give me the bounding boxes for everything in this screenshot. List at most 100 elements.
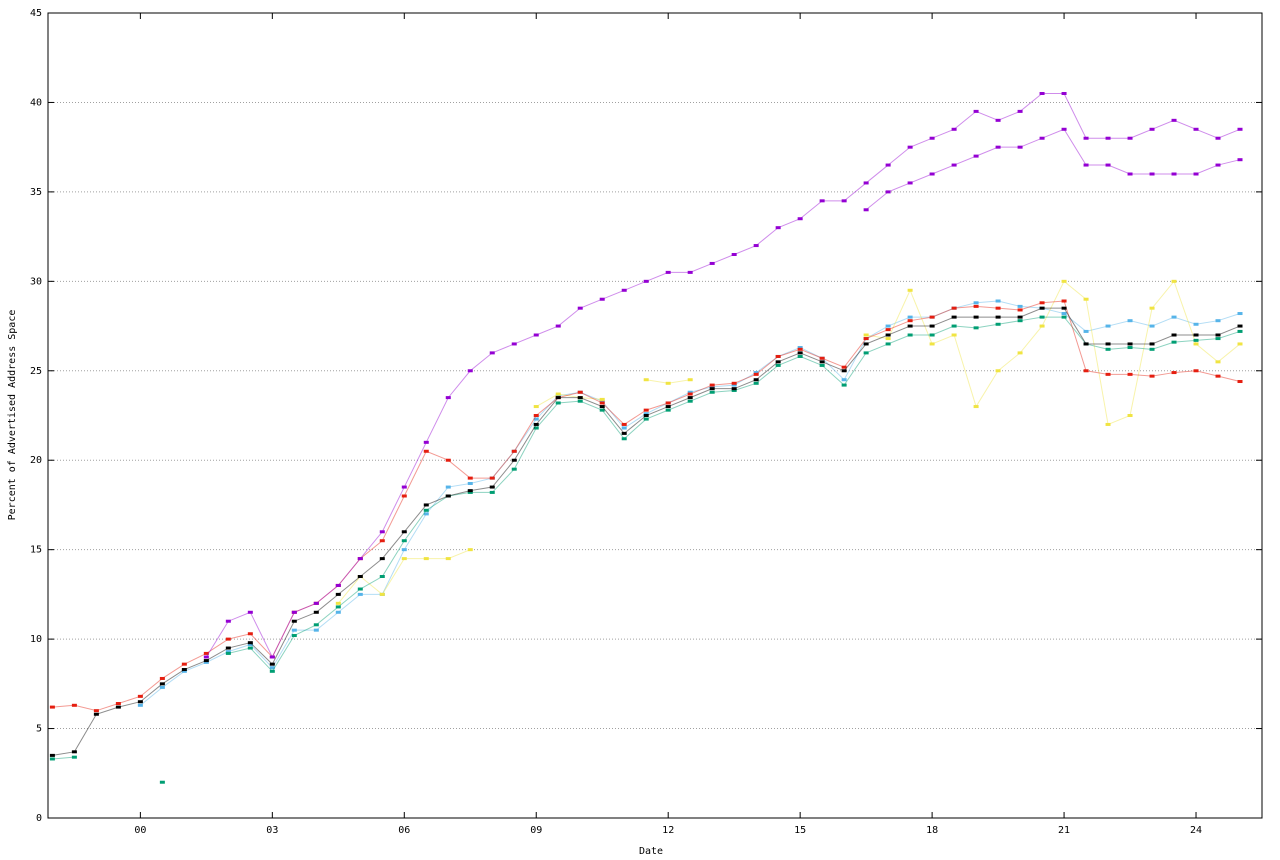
data-point bbox=[1193, 338, 1199, 342]
data-point bbox=[467, 548, 473, 552]
data-point bbox=[181, 669, 187, 673]
data-point bbox=[709, 385, 715, 389]
data-point bbox=[379, 592, 385, 596]
data-point bbox=[291, 619, 297, 623]
data-point bbox=[1237, 324, 1243, 328]
y-tick-label: 10 bbox=[30, 634, 42, 645]
data-point bbox=[841, 369, 847, 373]
data-point bbox=[995, 322, 1001, 326]
data-point bbox=[643, 412, 649, 416]
data-point bbox=[1061, 127, 1067, 131]
data-point bbox=[1149, 342, 1155, 346]
data-point bbox=[357, 592, 363, 596]
data-point bbox=[599, 397, 605, 401]
data-point bbox=[533, 417, 539, 421]
data-point bbox=[1237, 380, 1243, 384]
data-point bbox=[247, 632, 253, 636]
data-point bbox=[291, 628, 297, 632]
data-point bbox=[555, 401, 561, 405]
data-point bbox=[555, 392, 561, 396]
data-point bbox=[467, 490, 473, 494]
data-point bbox=[1171, 118, 1177, 122]
data-point bbox=[841, 383, 847, 387]
data-point bbox=[643, 408, 649, 412]
data-point bbox=[93, 712, 99, 716]
data-point bbox=[577, 396, 583, 400]
data-point bbox=[885, 342, 891, 346]
y-tick-label: 15 bbox=[30, 545, 42, 556]
data-point bbox=[1193, 333, 1199, 337]
data-point bbox=[1127, 414, 1133, 417]
data-point bbox=[775, 363, 781, 367]
data-point bbox=[863, 351, 869, 355]
data-point bbox=[335, 605, 341, 609]
data-point bbox=[797, 351, 803, 355]
data-point bbox=[709, 261, 715, 265]
data-point bbox=[313, 601, 319, 605]
data-point bbox=[379, 530, 385, 534]
data-point bbox=[313, 623, 319, 627]
data-point bbox=[907, 145, 913, 149]
data-point bbox=[445, 494, 451, 498]
data-point bbox=[951, 127, 957, 131]
data-point bbox=[819, 356, 825, 360]
data-point bbox=[1237, 342, 1243, 346]
data-point bbox=[1237, 329, 1243, 333]
data-point bbox=[225, 619, 231, 623]
data-point bbox=[951, 333, 957, 337]
data-point bbox=[1127, 342, 1133, 346]
data-point bbox=[731, 381, 737, 385]
data-point bbox=[973, 326, 979, 330]
x-tick-label: 15 bbox=[794, 825, 806, 836]
data-point bbox=[577, 399, 583, 403]
data-point bbox=[445, 485, 451, 489]
data-point bbox=[379, 557, 385, 561]
data-point bbox=[753, 378, 759, 382]
data-point bbox=[577, 306, 583, 310]
data-point bbox=[1171, 333, 1177, 337]
x-tick-label: 03 bbox=[266, 825, 278, 836]
data-point bbox=[665, 405, 671, 409]
x-tick-label: 21 bbox=[1058, 825, 1070, 836]
data-point bbox=[797, 346, 803, 350]
data-point bbox=[467, 481, 473, 485]
data-point bbox=[819, 363, 825, 367]
data-point bbox=[533, 414, 539, 417]
data-point bbox=[1215, 337, 1221, 341]
data-point bbox=[1039, 306, 1045, 310]
data-point bbox=[1083, 329, 1089, 333]
data-point bbox=[401, 548, 407, 552]
data-point bbox=[533, 426, 539, 430]
series-trace bbox=[52, 307, 1241, 756]
data-point bbox=[467, 369, 473, 373]
data-point bbox=[1105, 342, 1111, 346]
data-point bbox=[555, 324, 561, 328]
data-point bbox=[379, 575, 385, 578]
data-point bbox=[1083, 369, 1089, 373]
data-point bbox=[995, 118, 1001, 122]
data-point bbox=[313, 610, 319, 614]
data-point bbox=[1237, 158, 1243, 162]
data-point bbox=[775, 354, 781, 358]
data-point bbox=[1105, 163, 1111, 167]
data-point bbox=[1083, 342, 1089, 346]
data-point bbox=[423, 503, 429, 507]
data-point bbox=[643, 279, 649, 283]
data-point bbox=[1105, 324, 1111, 328]
data-point bbox=[973, 154, 979, 158]
data-point bbox=[951, 306, 957, 310]
data-point bbox=[489, 351, 495, 355]
data-point bbox=[929, 342, 935, 346]
data-point bbox=[555, 396, 561, 400]
data-point bbox=[599, 405, 605, 409]
data-point bbox=[511, 449, 517, 453]
data-point bbox=[1083, 163, 1089, 167]
data-point bbox=[687, 390, 693, 394]
data-point bbox=[1061, 306, 1067, 310]
data-point bbox=[599, 297, 605, 301]
data-point bbox=[687, 396, 693, 400]
data-point bbox=[885, 333, 891, 337]
data-point bbox=[247, 642, 253, 646]
data-point bbox=[819, 360, 825, 364]
data-point bbox=[643, 378, 649, 382]
